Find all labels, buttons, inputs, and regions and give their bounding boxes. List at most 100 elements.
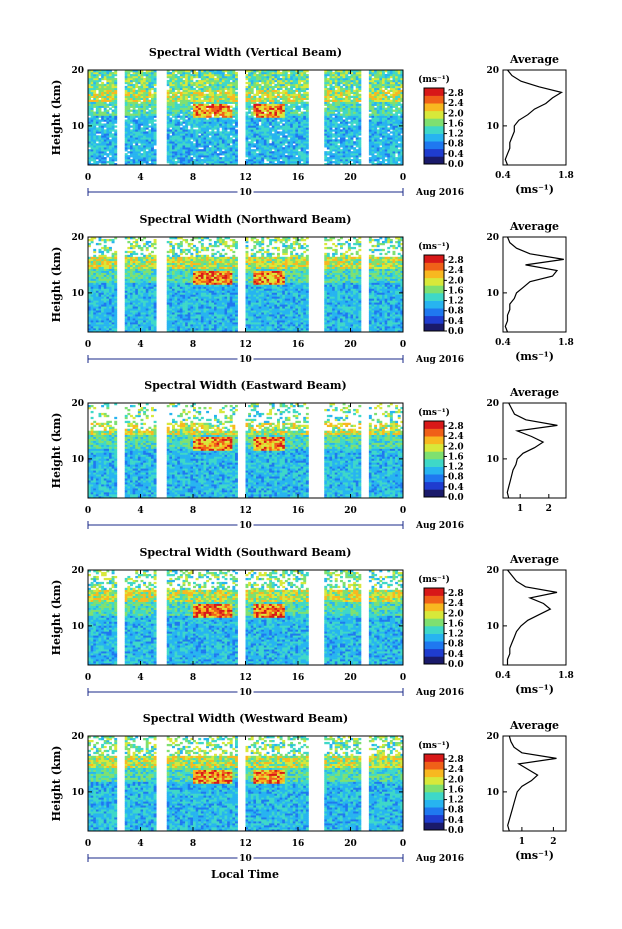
- heatmap-cell: [274, 131, 278, 134]
- heatmap-cell: [303, 115, 307, 118]
- heatmap-cell: [127, 137, 131, 140]
- heatmap-cell: [269, 99, 273, 102]
- heatmap-cell: [374, 137, 378, 140]
- heatmap-cell: [329, 107, 333, 110]
- heatmap-cell: [345, 83, 349, 87]
- heatmap-cell: [193, 87, 196, 91]
- heatmap-cell: [124, 71, 128, 75]
- heatmap-cell: [382, 153, 385, 156]
- heatmap-cell: [379, 133, 383, 136]
- heatmap-cell: [295, 89, 299, 93]
- heatmap-cell: [88, 159, 91, 162]
- heatmap-cell: [290, 147, 294, 150]
- heatmap-cell: [103, 258, 107, 262]
- colorbar-unit: (ms⁻¹): [418, 74, 450, 85]
- heatmap-cell: [193, 71, 196, 75]
- heatmap-cell: [103, 240, 107, 244]
- heatmap-cell: [358, 111, 362, 114]
- heatmap-cell: [151, 137, 154, 140]
- heatmap-cell: [334, 81, 338, 85]
- heatmap-cell: [300, 95, 304, 99]
- heatmap-cell: [190, 97, 194, 100]
- heatmap-cell: [140, 75, 144, 79]
- heatmap-cell: [400, 129, 404, 132]
- heatmap-cell: [174, 119, 178, 122]
- heatmap-cell: [88, 129, 91, 132]
- heatmap-cell: [326, 139, 330, 142]
- heatmap-cell: [101, 264, 105, 267]
- heatmap-cell: [103, 161, 107, 164]
- heatmap-cell: [224, 111, 228, 114]
- heatmap-cell: [221, 103, 225, 106]
- heatmap-cell: [135, 93, 139, 97]
- heatmap-cell: [387, 95, 391, 99]
- heatmap-cell: [216, 87, 220, 91]
- heatmap-cell: [127, 75, 131, 79]
- heatmap-cell: [216, 113, 220, 116]
- heatmap-cell: [214, 119, 217, 122]
- heatmap-cell: [101, 260, 105, 264]
- heatmap-cell: [153, 139, 157, 142]
- heatmap-cell: [382, 125, 385, 128]
- heatmap-cell: [130, 113, 133, 116]
- heatmap-cell: [106, 264, 110, 267]
- heatmap-cell: [229, 89, 233, 93]
- heatmap-cell: [355, 145, 359, 148]
- heatmap-cell: [269, 157, 273, 160]
- heatmap-cell: [88, 153, 91, 156]
- heatmap-cell: [256, 103, 259, 106]
- heatmap-cell: [400, 107, 404, 110]
- heatmap-cell: [103, 143, 107, 146]
- heatmap-cell: [88, 242, 91, 246]
- heatmap-cell: [387, 103, 391, 106]
- heatmap-cell: [114, 149, 118, 152]
- heatmap-cell: [109, 302, 112, 305]
- heatmap-cell: [397, 79, 401, 83]
- heatmap-cell: [98, 250, 102, 254]
- heatmap-cell: [206, 141, 210, 144]
- heatmap-cell: [124, 135, 128, 138]
- heatmap-cell: [332, 145, 336, 148]
- heatmap-cell: [392, 151, 396, 154]
- heatmap-cell: [148, 95, 152, 99]
- heatmap-cell: [109, 83, 112, 87]
- heatmap-cell: [379, 131, 383, 134]
- heatmap-cell: [111, 111, 115, 114]
- heatmap-cell: [206, 99, 210, 102]
- heatmap-cell: [203, 147, 207, 150]
- heatmap-cell: [389, 117, 393, 120]
- heatmap-cell: [169, 157, 173, 160]
- heatmap-cell: [219, 75, 223, 79]
- heatmap-cell: [353, 153, 357, 156]
- heatmap-cell: [195, 71, 199, 75]
- heatmap-cell: [376, 123, 380, 126]
- heatmap-cell: [111, 127, 115, 130]
- heatmap-cell: [169, 87, 173, 91]
- heatmap-cell: [177, 75, 181, 79]
- heatmap-cell: [284, 115, 288, 118]
- heatmap-cell: [169, 77, 173, 81]
- heatmap-cell: [392, 141, 396, 144]
- heatmap-cell: [269, 95, 273, 99]
- heatmap-cell: [111, 155, 115, 158]
- heatmap-cell: [248, 107, 252, 110]
- heatmap-cell: [195, 159, 199, 162]
- heatmap-cell: [88, 127, 91, 130]
- heatmap-cell: [387, 163, 391, 166]
- heatmap-cell: [245, 149, 249, 152]
- heatmap-cell: [103, 99, 107, 102]
- heatmap-cell: [208, 139, 212, 142]
- heatmap-cell: [190, 121, 194, 124]
- heatmap-cell: [298, 127, 301, 130]
- heatmap-cell: [350, 99, 354, 102]
- heatmap-cell: [93, 292, 97, 295]
- heatmap-cell: [90, 288, 94, 291]
- heatmap-cell: [124, 147, 128, 150]
- heatmap-cell: [345, 155, 349, 158]
- heatmap-cell: [98, 310, 102, 313]
- heatmap-cell: [334, 75, 338, 79]
- heatmap-cell: [334, 153, 338, 156]
- heatmap-cell: [368, 133, 372, 136]
- heatmap-cell: [266, 87, 270, 91]
- heatmap-cell: [206, 163, 210, 166]
